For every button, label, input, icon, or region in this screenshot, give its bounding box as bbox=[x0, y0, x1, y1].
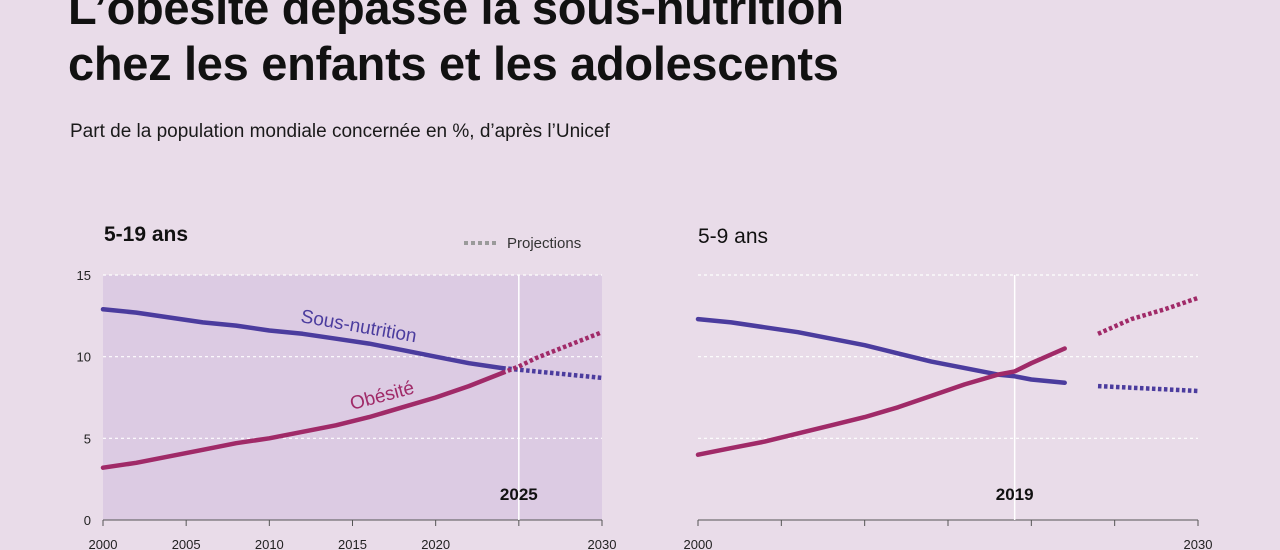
panel-5-9-x-ticks: 2000 2030 bbox=[684, 519, 1213, 550]
p1-x-tick-label-2000: 2000 bbox=[89, 537, 118, 550]
panel-5-19: 2000 2005 2010 2015 2020 2030 0 5 10 15 5-19 ans… bbox=[77, 223, 617, 550]
panel-5-19-title: 5-19 ans bbox=[104, 223, 188, 246]
p1-y-tick-label-10: 10 bbox=[77, 350, 91, 365]
p1-projection-sous-nutrition bbox=[501, 365, 603, 381]
p1-y-tick-label-15: 15 bbox=[77, 268, 91, 283]
p2-projection-obesite bbox=[1097, 295, 1199, 336]
p1-x-tick-label-2015: 2015 bbox=[338, 537, 367, 550]
p1-x-tick-label-2010: 2010 bbox=[255, 537, 284, 550]
p1-line-sous-nutrition bbox=[100, 307, 505, 371]
p1-line-obesite bbox=[100, 370, 505, 470]
p1-x-tick-label-2005: 2005 bbox=[172, 537, 201, 550]
projections-legend-label: Projections bbox=[507, 235, 581, 252]
p1-projection-obesite bbox=[501, 330, 603, 376]
panel-5-9-series bbox=[695, 295, 1199, 457]
p2-projection-sous-nutrition bbox=[1097, 383, 1199, 394]
p1-x-tick-label-2030: 2030 bbox=[588, 537, 617, 550]
panel-5-19-y-ticks: 0 5 10 15 bbox=[77, 268, 91, 528]
page-subtitle: Part de la population mondiale concernée… bbox=[70, 121, 610, 142]
panel-5-9-marker-label: 2019 bbox=[996, 485, 1034, 504]
p2-x-tick-label-2030: 2030 bbox=[1184, 537, 1213, 550]
panel-5-9-title: 5-9 ans bbox=[698, 225, 768, 248]
panel-5-9: 2000 2030 5-9 ans 2019 bbox=[684, 225, 1213, 550]
p2-line-obesite bbox=[695, 346, 1067, 457]
p1-x-tick-label-2020: 2020 bbox=[421, 537, 450, 550]
p1-y-tick-label-0: 0 bbox=[84, 513, 91, 528]
page-title: L’obésité dépasse la sous-nutrition chez… bbox=[68, 0, 1068, 92]
p1-y-tick-label-5: 5 bbox=[84, 431, 91, 446]
panel-5-19-series bbox=[100, 307, 603, 470]
projections-legend: Projections bbox=[464, 235, 581, 252]
panel-5-19-x-ticks: 2000 2005 2010 2015 2020 2030 bbox=[89, 519, 617, 550]
panel-5-19-marker-label: 2025 bbox=[500, 485, 538, 504]
title-line-2: chez les enfants et les adolescents bbox=[68, 37, 839, 90]
title-line-1: L’obésité dépasse la sous-nutrition bbox=[68, 0, 844, 34]
p2-x-tick-label-2000: 2000 bbox=[684, 537, 713, 550]
panel-5-9-grid bbox=[698, 274, 1198, 439]
p2-line-sous-nutrition bbox=[695, 316, 1067, 386]
